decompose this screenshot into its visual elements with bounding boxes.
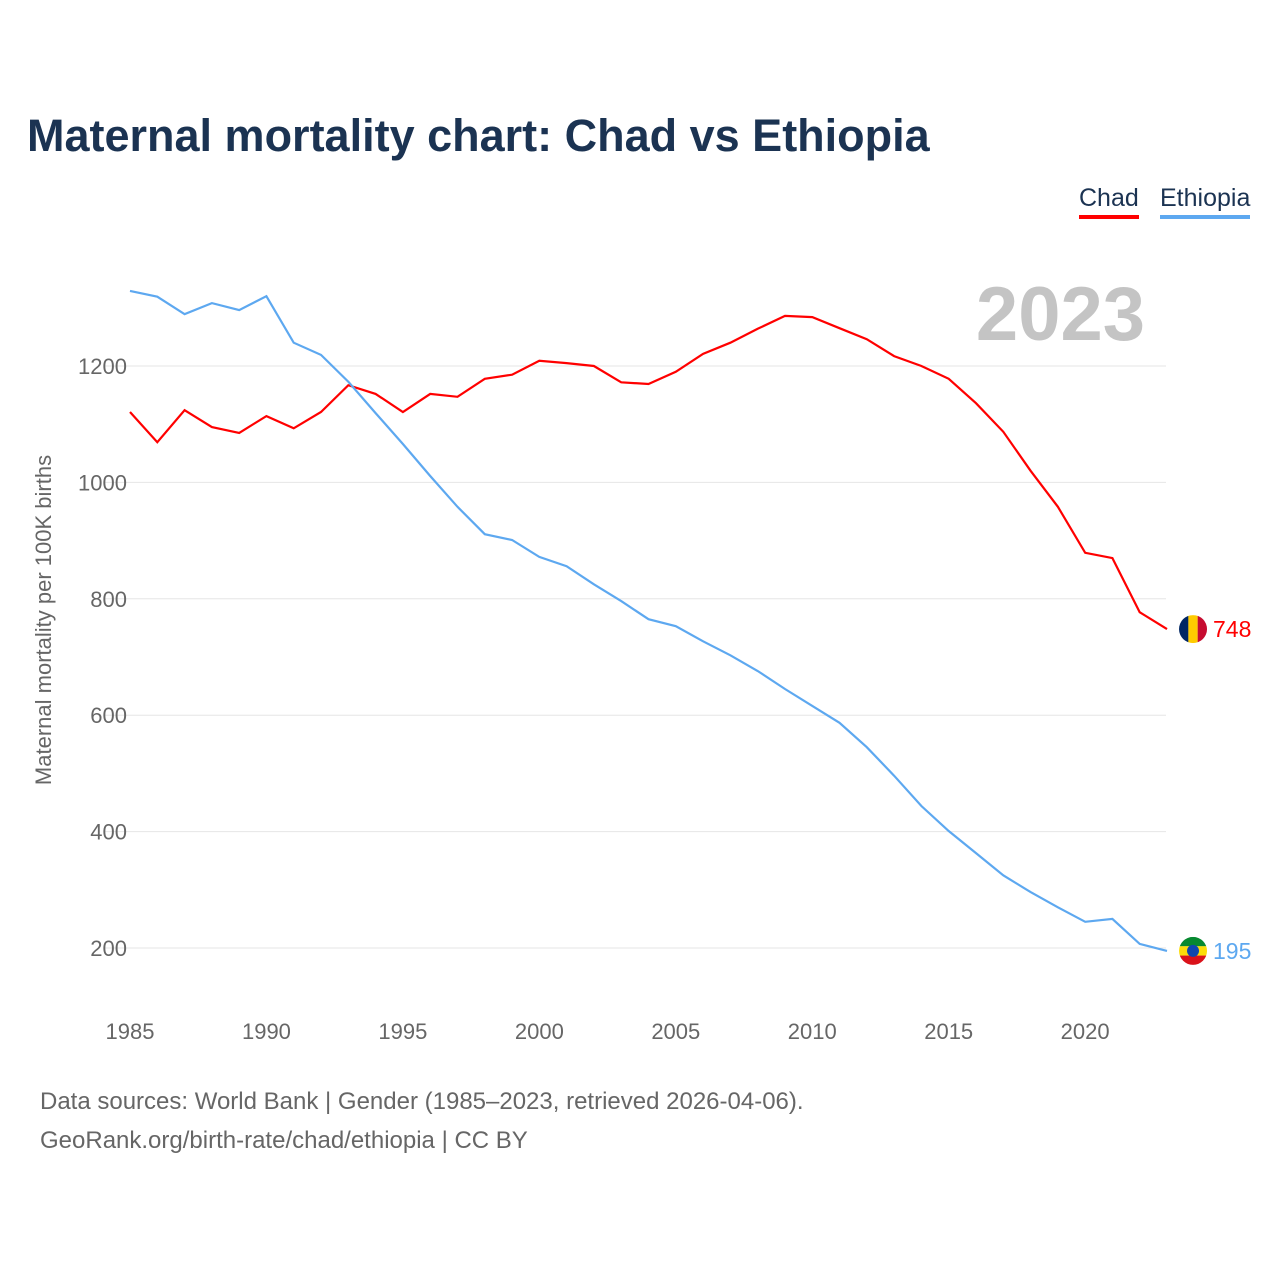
y-tick-label: 1200 [78, 354, 127, 379]
x-tick-label: 2000 [515, 1019, 564, 1044]
y-axis-label: Maternal mortality per 100K births [31, 455, 56, 785]
chad-flag-icon [1188, 615, 1198, 644]
series-line-chad [129, 314, 1168, 631]
x-tick-label: 1995 [378, 1019, 427, 1044]
x-tick-label: 2020 [1061, 1019, 1110, 1044]
x-tick-label: 2010 [788, 1019, 837, 1044]
legend-ethiopia[interactable]: Ethiopia [1160, 184, 1251, 219]
x-tick-label: 2015 [924, 1019, 973, 1044]
y-tick-label: 400 [90, 820, 127, 845]
chad-flag-icon [1179, 615, 1189, 644]
y-tick-label: 600 [90, 703, 127, 728]
y-tick-label: 800 [90, 587, 127, 612]
x-tick-label: 1990 [242, 1019, 291, 1044]
year-label: 2023 [976, 272, 1145, 357]
ethiopia-flag-icon [1179, 955, 1208, 965]
legend-chad[interactable]: Chad [1079, 184, 1139, 219]
chad-flag-icon [1197, 615, 1208, 644]
footer-sources: Data sources: World Bank | Gender (1985–… [40, 1088, 804, 1115]
x-tick-label: 2005 [651, 1019, 700, 1044]
y-tick-label: 200 [90, 936, 127, 961]
x-tick-label: 1985 [106, 1019, 155, 1044]
series-line-ethiopia [129, 289, 1168, 952]
end-value-label-chad: 748 [1213, 616, 1251, 642]
line-chart: 2023 200 400 600 800 1000 1200 1985 1990 1995 2000… [31, 272, 1251, 1044]
ethiopia-flag-icon [1179, 936, 1208, 947]
chart-title: Maternal mortality chart: Chad vs Ethiop… [27, 110, 930, 161]
end-value-label-ethiopia: 195 [1213, 938, 1251, 964]
ethiopia-flag-emblem-icon [1187, 944, 1200, 957]
footer-link[interactable]: GeoRank.org/birth-rate/chad/ethiopia | C… [40, 1127, 528, 1154]
y-tick-label: 1000 [78, 470, 127, 495]
